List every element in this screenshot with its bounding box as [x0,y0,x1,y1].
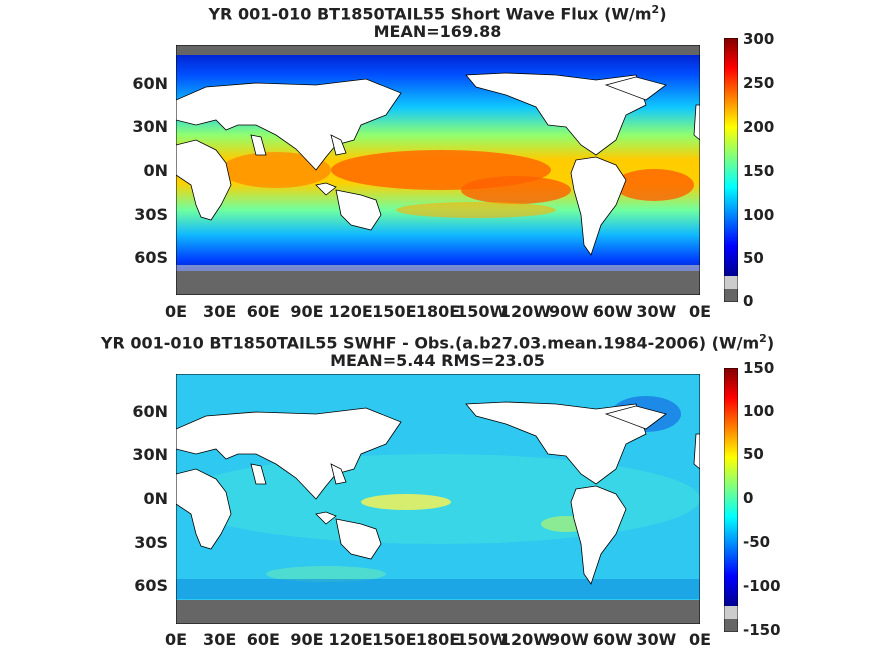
panel2-land [176,401,700,585]
panel1-lon-label: 120E [328,302,373,321]
panel1-lon-label: 150E [372,302,417,321]
panel2-cb-ice [724,619,738,632]
panel1-lat-0n: 0N [143,161,168,180]
panel1-cb-tick-150: 150 [743,162,775,180]
panel1-lon-label: 60W [592,302,633,321]
panel2-stats: MEAN=5.44 RMS=23.05 [330,351,545,370]
panel2-negative-southern [176,579,700,599]
panel2-cb-tick-neg150: -150 [743,621,781,639]
panel1-cb-tick-250: 250 [743,74,775,92]
panel1-lon-label: 90W [549,302,589,321]
panel2-lon-label: 150W [456,630,508,649]
panel1-lon-label: 90E [290,302,324,321]
panel1-title-text: YR 001-010 BT1850TAIL55 Short Wave Flux … [208,4,652,24]
panel2-cb-tick-50: 50 [743,445,764,463]
panel2-lon-label: 30W [636,630,677,649]
panel1-lon-label: 30E [203,302,237,321]
panel1-lon-label: 30W [636,302,677,321]
panel2-lon-label: 30E [203,630,237,649]
panel2-lat-60s: 60S [134,576,168,595]
panel2-lat-0n: 0N [143,489,168,508]
panel2-lon-label: 0E [164,630,188,649]
panel1-title: YR 001-010 BT1850TAIL55 Short Wave Flux … [0,0,875,24]
panel1-lon-label: 120W [499,302,551,321]
panel1-warm-atlantic [614,169,694,201]
panel2-lat-30n: 30N [132,445,168,464]
panel2-lon-label: 60E [246,630,280,649]
panel1-lon-label: 0E [164,302,188,321]
panel1-cb-tick-0: 0 [743,292,754,310]
panel2-antarctic-ice [176,600,700,624]
panel2-lon-label: 180E [415,630,461,649]
panel2-lon-label: 120E [328,630,373,649]
panel2-title: YR 001-010 BT1850TAIL55 SWHF - Obs.(a.b2… [0,329,875,353]
panel1-map [176,45,700,295]
panel1-mean: MEAN=169.88 [373,22,502,41]
panel1-lon-label: 60E [246,302,280,321]
panel1-title-close: ) [659,4,667,24]
panel1-cb-missing [724,276,738,289]
panel1-cb-ice [724,289,738,302]
panel1-lat-30s: 30S [134,205,168,224]
panel2-cb-missing [724,606,738,619]
panel2-title-close: ) [766,333,775,353]
panel2-title-sup: 2 [759,332,767,345]
panel2-lat-60n: 60N [132,402,168,421]
panel2-positive-warm-pool [361,494,451,510]
panel1-lon-label: 0E [688,302,712,321]
panel1-land [176,72,700,256]
panel1-cb-tick-100: 100 [743,206,775,224]
panel1-title-sup: 2 [651,3,660,16]
panel1-cb-tick-300: 300 [743,30,775,48]
panel1-antarctic-ice [176,271,700,295]
panel1-missing-strip [176,265,700,271]
panel1-lon-label: 150W [456,302,508,321]
panel2-cb-tick-0: 0 [743,489,754,507]
panel2-lon-label: 90E [290,630,324,649]
panel2-lat-30s: 30S [134,533,168,552]
panel2-cb-tick-150: 150 [743,359,775,377]
panel2-positive-south [266,566,386,582]
panel2-lon-label: 90W [549,630,589,649]
panel2-lon-label: 150E [372,630,417,649]
panel1-colorbar [724,38,738,302]
panel1-lon-label: 180E [415,302,461,321]
panel2-title-text: YR 001-010 BT1850TAIL55 SWHF - Obs.(a.b2… [100,333,760,353]
panel2-cb-tick-neg100: -100 [743,577,781,595]
panel2-lon-label: 60W [592,630,633,649]
panel1-lat-60s: 60S [134,248,168,267]
panel1-arctic-ice [176,45,700,55]
panel2-lon-label: 0E [688,630,712,649]
panel2-cb-tick-100: 100 [743,402,775,420]
panel1-warm-east-pacific [461,176,571,204]
panel1-cb-tick-50: 50 [743,249,764,267]
panel2-map [176,374,700,624]
panel2-cb-tick-neg50: -50 [743,533,771,551]
panel1-cb-tick-200: 200 [743,118,775,136]
panel1-warm-indian [221,152,331,188]
panel1-cloudy-south-pacific [396,202,556,218]
panel1-lat-30n: 30N [132,117,168,136]
panel2-lon-label: 120W [499,630,551,649]
panel1-lat-60n: 60N [132,74,168,93]
panel2-colorbar [724,368,738,632]
